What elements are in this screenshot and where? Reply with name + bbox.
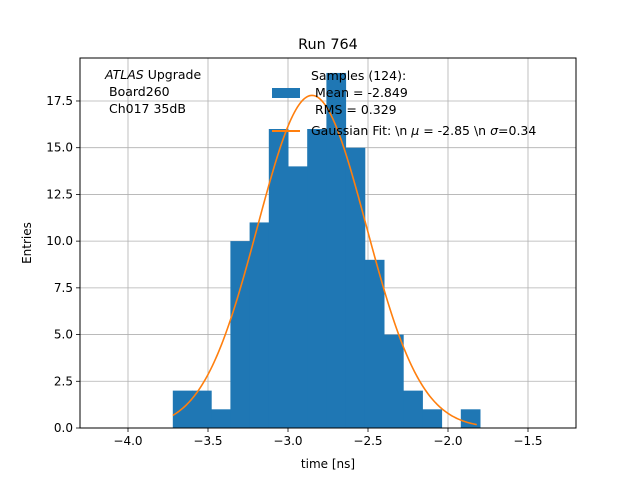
histogram-bar bbox=[364, 259, 385, 428]
y-tick-label: 7.5 bbox=[54, 281, 73, 295]
annotation-line-3: Ch017 35dB bbox=[109, 101, 186, 116]
y-axis-label: Entries bbox=[20, 222, 34, 264]
histogram-bar bbox=[230, 241, 251, 428]
histogram-bar bbox=[460, 409, 481, 428]
legend-fit-sigma-symbol: σ bbox=[490, 123, 499, 138]
histogram-bar bbox=[403, 390, 423, 428]
histogram-bar bbox=[326, 72, 347, 428]
legend-histogram-label-3: RMS = 0.329 bbox=[315, 102, 397, 117]
histogram-bars bbox=[172, 72, 481, 429]
histogram-bar bbox=[268, 129, 289, 428]
chart-title: Run 764 bbox=[298, 37, 358, 53]
annotation-upgrade: Upgrade bbox=[144, 67, 202, 82]
y-tick-label: 5.0 bbox=[54, 328, 73, 342]
gaussian-fit-curve bbox=[172, 94, 477, 426]
legend-fit-mu-symbol: μ bbox=[410, 123, 419, 138]
atlas-annotation: ATLAS Upgrade Board260 Ch017 35dB bbox=[104, 67, 201, 116]
x-tick-label: −3.5 bbox=[193, 434, 222, 448]
x-tick-label: −3.0 bbox=[273, 434, 302, 448]
legend-histogram-label-1: Samples (124): bbox=[311, 68, 406, 83]
legend-histogram-label-2: Mean = -2.849 bbox=[315, 85, 408, 100]
annotation-line-1: ATLAS Upgrade bbox=[104, 67, 201, 82]
histogram-bar bbox=[249, 222, 270, 428]
histogram-bar bbox=[307, 129, 327, 428]
x-tick-label: −1.5 bbox=[513, 434, 542, 448]
histogram-bar bbox=[422, 409, 443, 428]
histogram-bar bbox=[192, 390, 212, 428]
histogram-bar bbox=[211, 409, 231, 428]
y-axis-ticks: 0.0 2.5 5.0 7.5 10.0 12.5 15.0 17.5 bbox=[46, 94, 80, 435]
legend-fit-prefix: Gaussian Fit: \n bbox=[311, 123, 411, 138]
legend: Samples (124): Mean = -2.849 RMS = 0.329… bbox=[272, 68, 536, 138]
legend-fit-label: Gaussian Fit: \n μ = -2.85 \n σ=0.34 bbox=[311, 123, 536, 138]
legend-fit-sigma-value: =0.34 bbox=[498, 123, 536, 138]
x-tick-label: −4.0 bbox=[113, 434, 142, 448]
x-axis-ticks: −4.0 −3.5 −3.0 −2.5 −2.0 −1.5 bbox=[113, 428, 543, 448]
annotation-atlas: ATLAS bbox=[104, 67, 144, 82]
histogram-bar bbox=[345, 147, 366, 429]
x-tick-label: −2.0 bbox=[433, 434, 462, 448]
histogram-bar bbox=[384, 334, 404, 428]
y-tick-label: 10.0 bbox=[46, 234, 73, 248]
annotation-line-2: Board260 bbox=[109, 84, 170, 99]
y-tick-label: 12.5 bbox=[46, 187, 73, 201]
legend-histogram-swatch bbox=[272, 88, 300, 98]
y-tick-label: 15.0 bbox=[46, 141, 73, 155]
x-axis-label: time [ns] bbox=[301, 457, 355, 471]
plot-frame bbox=[79, 57, 577, 429]
y-tick-label: 17.5 bbox=[46, 94, 73, 108]
y-tick-label: 0.0 bbox=[54, 421, 73, 435]
x-tick-label: −2.5 bbox=[353, 434, 382, 448]
legend-fit-mu-value: = -2.85 \n bbox=[419, 123, 490, 138]
y-tick-label: 2.5 bbox=[54, 374, 73, 388]
fit-curve-line bbox=[172, 94, 477, 426]
histogram-bar bbox=[288, 166, 308, 428]
